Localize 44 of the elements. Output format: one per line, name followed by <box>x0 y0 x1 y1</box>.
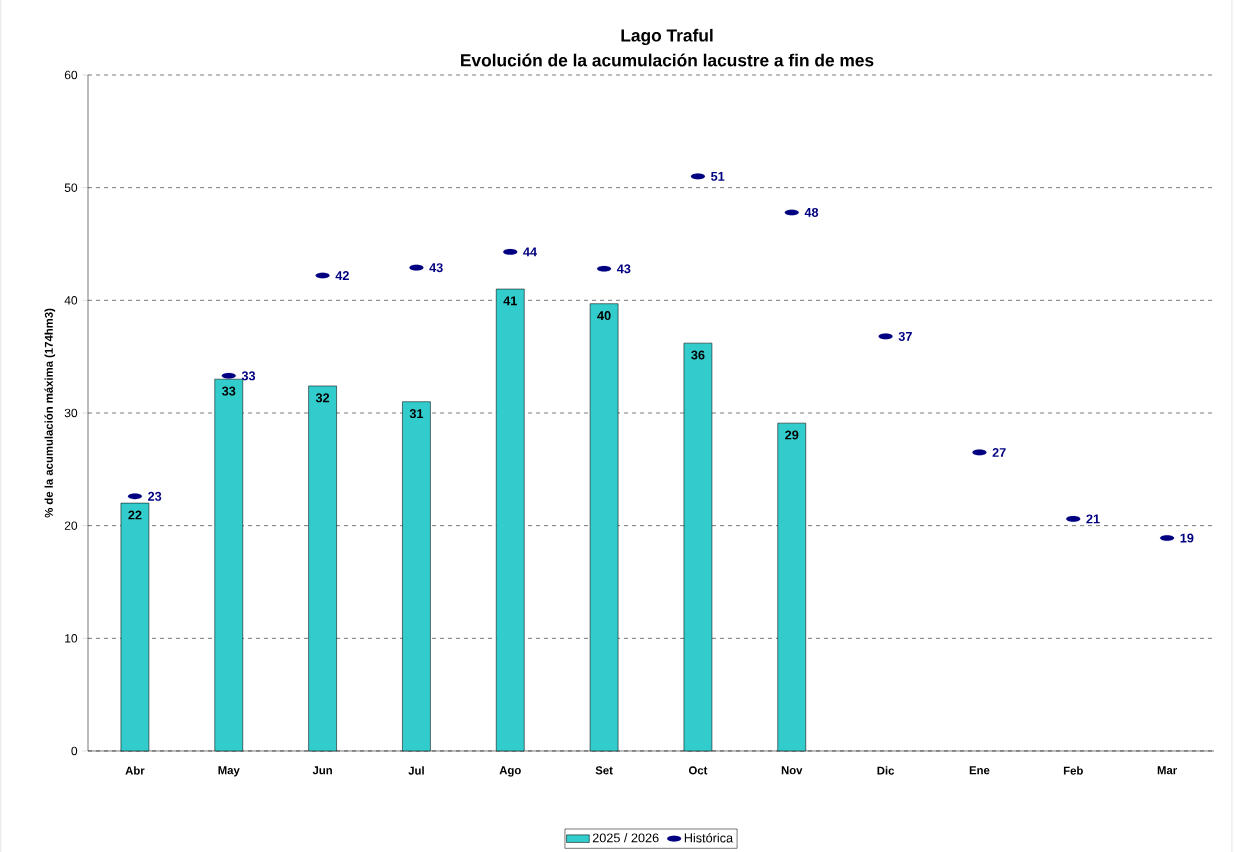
data-label: 21 <box>1086 514 1100 524</box>
data-label: 48 <box>804 207 819 217</box>
x-tick-label: Jun <box>312 766 332 775</box>
x-tick-label: Feb <box>1063 766 1083 775</box>
y-tick-label: 0 <box>71 746 78 756</box>
data-label: 37 <box>898 331 912 341</box>
x-tick-label: Dic <box>877 766 895 775</box>
data-label: 31 <box>409 409 424 419</box>
x-tick-label: Mar <box>1157 766 1177 775</box>
x-tick-label: Ene <box>969 766 990 775</box>
data-label: 40 <box>597 311 611 321</box>
chart-title: Lago Traful <box>621 28 713 46</box>
data-label: 42 <box>335 271 349 280</box>
data-label: 32 <box>315 393 330 403</box>
x-tick-label: Abr <box>125 766 145 775</box>
chart-subtitle: Evolución de la acumulación lacustre a fin de mes <box>461 53 874 67</box>
data-label: 27 <box>992 448 1006 457</box>
x-tick-label: Set <box>595 766 613 775</box>
y-tick-label: 60 <box>64 70 78 80</box>
x-tick-label: Nov <box>781 766 803 775</box>
x-tick-label: Ago <box>499 766 521 777</box>
x-tick-label: Jul <box>408 766 424 775</box>
x-tick-label: Oct <box>688 766 708 775</box>
x-tick-label: May <box>218 766 240 777</box>
y-tick-label: 30 <box>64 408 78 418</box>
data-label: 43 <box>429 263 443 273</box>
y-axis-title: % de la acumulación máxima (174hm3) <box>44 308 56 518</box>
data-label: 29 <box>785 430 799 440</box>
y-tick-label: 10 <box>65 634 78 643</box>
data-label: 22 <box>128 510 142 520</box>
legend-label: Histórica <box>684 832 734 843</box>
data-label: 19 <box>1180 533 1194 543</box>
data-label: 23 <box>148 491 162 501</box>
y-tick-label: 50 <box>64 183 78 192</box>
data-label: 41 <box>503 296 517 306</box>
data-label: 33 <box>241 371 256 381</box>
y-tick-label: 40 <box>64 296 78 305</box>
data-label: 51 <box>711 171 725 181</box>
data-label: 36 <box>691 350 705 360</box>
legend-label: 2025 / 2026 <box>592 833 659 843</box>
data-label: 44 <box>523 247 537 257</box>
y-tick-label: 20 <box>64 521 78 530</box>
data-label: 33 <box>222 386 236 396</box>
data-label: 43 <box>616 264 631 274</box>
